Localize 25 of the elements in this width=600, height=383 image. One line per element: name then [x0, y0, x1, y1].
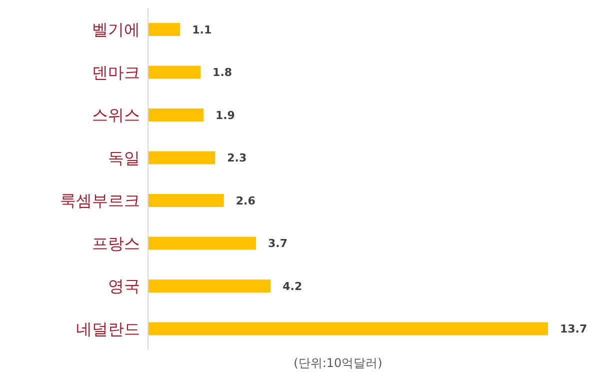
- data-label: 1.8: [212, 66, 232, 80]
- y-tick-label: 스위스: [92, 106, 140, 125]
- bar: [148, 23, 180, 36]
- data-label: 2.6: [236, 194, 256, 208]
- data-label: 4.2: [282, 280, 302, 293]
- y-tick-label: 영국: [108, 276, 140, 296]
- y-tick-label: 독일: [108, 148, 140, 168]
- bar: [148, 236, 256, 250]
- bar: [148, 66, 201, 79]
- data-label: 13.7: [560, 322, 588, 336]
- data-label: 3.7: [268, 237, 288, 250]
- y-tick-label: 네덜란드: [76, 319, 140, 338]
- bar: [148, 108, 204, 122]
- bar: [148, 322, 548, 336]
- data-label: 2.3: [227, 152, 247, 165]
- y-tick-label: 룩셈부르크: [60, 191, 140, 210]
- y-tick-label: 벨기에: [92, 20, 140, 40]
- y-tick-label: 프랑스: [92, 234, 140, 253]
- bar: [148, 194, 224, 207]
- data-label: 1.9: [215, 108, 235, 122]
- y-tick-label: 덴마크: [92, 62, 140, 82]
- data-label: 1.1: [192, 23, 212, 36]
- bar: [148, 280, 271, 292]
- bar: [148, 151, 216, 164]
- text: (단위:10억달러): [292, 355, 384, 372]
